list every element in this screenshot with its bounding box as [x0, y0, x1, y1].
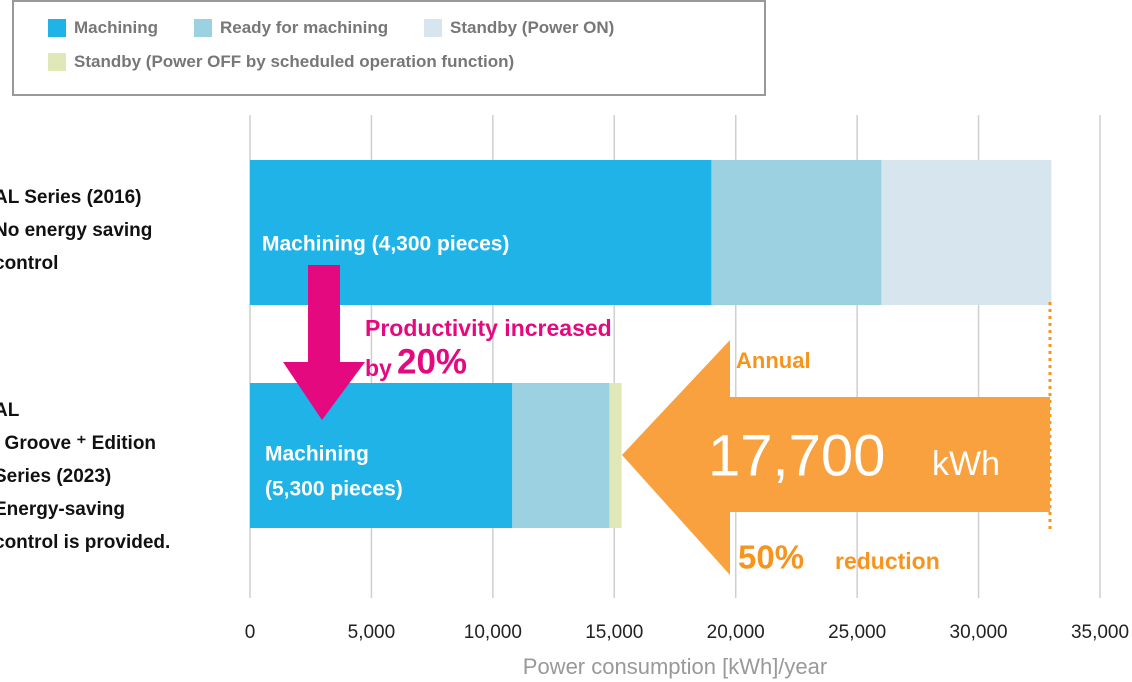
x-tick-label: 35,000	[1071, 622, 1129, 643]
annotation: Annual	[736, 348, 811, 373]
productivity-arrow	[283, 265, 365, 420]
annotation: 17,700	[708, 423, 885, 488]
annotation: 50%	[738, 539, 804, 576]
bar-segment	[881, 160, 1052, 305]
bar-segment	[250, 383, 513, 528]
annotation: Productivity increased	[365, 315, 612, 341]
annotation: by	[365, 355, 392, 381]
legend-swatch	[194, 19, 212, 37]
bar-segment	[711, 160, 882, 305]
legend-label: Machining	[74, 18, 159, 37]
bar-segment	[609, 383, 622, 528]
legend-swatch	[48, 19, 66, 37]
reduction-arrow	[622, 340, 1050, 575]
legend-item: Machining	[48, 18, 158, 38]
annotation: 20%	[397, 342, 467, 381]
x-tick-label: 0	[245, 622, 256, 643]
legend-swatch	[48, 53, 66, 71]
legend-swatch	[424, 19, 442, 37]
x-tick-label: 5,000	[348, 622, 396, 643]
bar-segment	[512, 383, 610, 528]
x-tick-label: 15,000	[585, 622, 643, 643]
legend-item: Standby (Power OFF by scheduled operatio…	[48, 52, 514, 72]
bar-label: (5,300 pieces)	[265, 478, 403, 501]
legend-item: Standby (Power ON)	[424, 18, 614, 38]
annotation: kWh	[932, 445, 1000, 483]
bar-label: Machining	[265, 443, 369, 466]
legend-label: Standby (Power OFF by scheduled operatio…	[74, 52, 515, 71]
y-tick-label: AL Series (2016) No energy saving contro…	[0, 187, 153, 274]
legend-label: Ready for machining	[220, 18, 389, 37]
x-tick-label: 20,000	[707, 622, 765, 643]
y-tick-label: AL i Groove ⁺ Edition Series (2023) Ener…	[0, 400, 171, 553]
x-tick-label: 30,000	[950, 622, 1008, 643]
legend-label: Standby (Power ON)	[450, 18, 615, 37]
x-axis-label: Power consumption [kWh]/year	[523, 654, 827, 679]
annotation: reduction	[835, 548, 940, 574]
bar-label: Machining (4,300 pieces)	[262, 233, 509, 256]
legend: Machining Ready for machining Standby (Pow…	[12, 0, 766, 96]
x-tick-label: 25,000	[828, 622, 886, 643]
x-tick-label: 10,000	[464, 622, 522, 643]
legend-item: Ready for machining	[194, 18, 388, 38]
